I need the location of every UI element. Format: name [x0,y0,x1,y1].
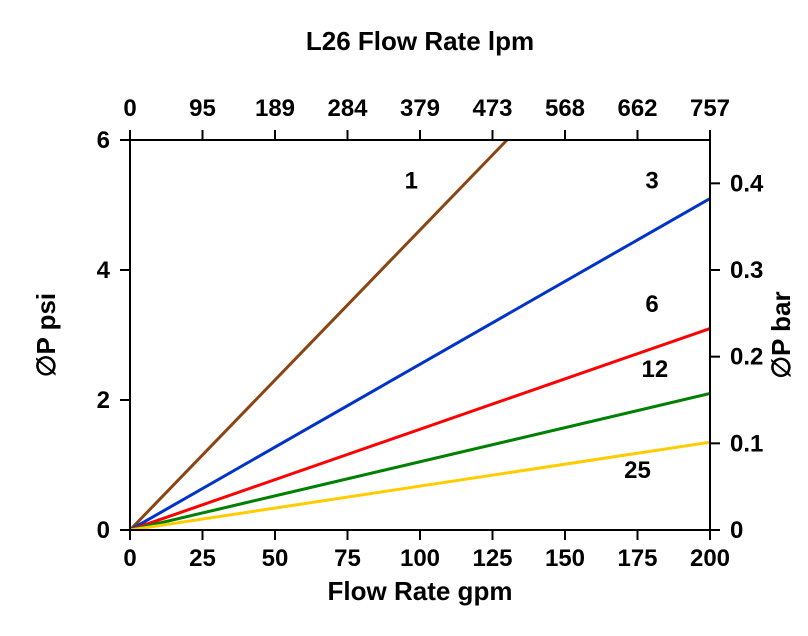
y-left-tick-label: 4 [97,257,111,284]
x-bottom-axis-label: Flow Rate gpm [328,576,513,606]
x-bottom-tick-label: 175 [617,545,657,572]
x-bottom-tick-label: 125 [472,545,512,572]
y-left-axis-label: ∅P psi [31,293,61,377]
x-bottom-tick-label: 100 [400,545,440,572]
series-label-1: 1 [405,168,418,195]
y-left-tick-label: 0 [97,517,110,544]
x-top-tick-label: 284 [327,95,368,122]
x-bottom-tick-label: 25 [189,545,216,572]
y-right-tick-label: 0.3 [730,257,763,284]
series-label-25: 25 [624,457,651,484]
series-label-12: 12 [642,356,669,383]
y-right-axis-label: ∅P bar [766,291,796,378]
x-top-tick-label: 0 [123,95,136,122]
flow-rate-chart: 1361225002595501897528410037912547315056… [0,0,808,636]
y-right-tick-label: 0.4 [730,170,764,197]
x-top-tick-label: 95 [189,95,216,122]
x-top-tick-label: 379 [400,95,440,122]
y-left-tick-label: 6 [97,127,110,154]
x-bottom-tick-label: 75 [334,545,361,572]
x-top-tick-label: 568 [545,95,585,122]
y-right-tick-label: 0 [730,517,743,544]
y-left-tick-label: 2 [97,387,110,414]
series-label-6: 6 [645,291,658,318]
chart-container: 1361225002595501897528410037912547315056… [0,0,808,636]
series-label-3: 3 [645,168,658,195]
y-right-tick-label: 0.1 [730,430,763,457]
x-bottom-tick-label: 0 [123,545,136,572]
x-top-tick-label: 189 [255,95,295,122]
x-top-tick-label: 473 [472,95,512,122]
y-right-tick-label: 0.2 [730,344,763,371]
x-top-tick-label: 757 [690,95,730,122]
x-bottom-tick-label: 50 [262,545,289,572]
x-bottom-tick-label: 150 [545,545,585,572]
x-bottom-tick-label: 200 [690,545,730,572]
x-top-tick-label: 662 [617,95,657,122]
chart-title: L26 Flow Rate lpm [306,26,534,56]
